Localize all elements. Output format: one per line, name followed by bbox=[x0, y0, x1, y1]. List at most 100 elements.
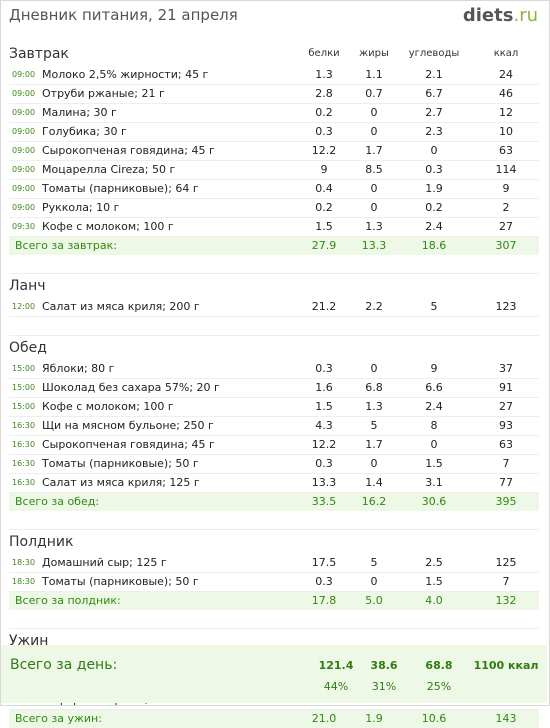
food-kcal: 93 bbox=[473, 417, 539, 436]
food-name: Моцарелла Cireza; 50 г bbox=[42, 161, 295, 180]
food-time: 12:00 bbox=[9, 298, 42, 317]
food-time: 09:00 bbox=[9, 66, 42, 85]
day-total-label: Всего за день: bbox=[10, 657, 117, 673]
food-protein: 13.3 bbox=[295, 474, 353, 493]
food-name: Салат из мяса криля; 125 г bbox=[42, 474, 295, 493]
col-header-empty bbox=[295, 530, 353, 555]
section-title: Обед bbox=[9, 336, 295, 361]
section-total-label: Всего за обед: bbox=[9, 493, 295, 512]
food-fat: 0 bbox=[353, 573, 395, 592]
total-protein: 27.9 bbox=[295, 237, 353, 256]
day-carbs: 68.8 bbox=[409, 659, 469, 672]
total-protein: 17.8 bbox=[295, 592, 353, 611]
day-kcal: 1100 ккал bbox=[471, 659, 541, 672]
gap-cell bbox=[9, 317, 539, 336]
food-protein: 0.3 bbox=[295, 123, 353, 142]
food-carbs: 3.1 bbox=[395, 474, 473, 493]
food-carbs: 0.2 bbox=[395, 199, 473, 218]
total-protein: 33.5 bbox=[295, 493, 353, 512]
food-kcal: 2 bbox=[473, 199, 539, 218]
food-name: Молоко 2,5% жирности; 45 г bbox=[42, 66, 295, 85]
food-fat: 0 bbox=[353, 180, 395, 199]
total-kcal: 143 bbox=[473, 710, 539, 728]
col-header-empty bbox=[395, 274, 473, 299]
food-kcal: 77 bbox=[473, 474, 539, 493]
gap-cell bbox=[9, 511, 539, 530]
food-carbs: 0 bbox=[395, 436, 473, 455]
site-logo[interactable]: diets.ru bbox=[463, 5, 538, 26]
food-protein: 1.5 bbox=[295, 398, 353, 417]
food-kcal: 46 bbox=[473, 85, 539, 104]
col-header-empty bbox=[353, 336, 395, 361]
section-header: Обед bbox=[9, 336, 539, 361]
food-time: 15:00 bbox=[9, 398, 42, 417]
total-protein: 21.0 bbox=[295, 710, 353, 728]
food-time: 09:00 bbox=[9, 199, 42, 218]
section-header: Полдник bbox=[9, 530, 539, 555]
food-fat: 1.3 bbox=[353, 398, 395, 417]
food-fat: 0 bbox=[353, 104, 395, 123]
day-fat: 38.6 bbox=[354, 659, 414, 672]
food-protein: 21.2 bbox=[295, 298, 353, 317]
food-time: 18:30 bbox=[9, 573, 42, 592]
day-fat-pct: 31% bbox=[354, 680, 414, 693]
food-fat: 5 bbox=[353, 554, 395, 573]
food-protein: 0.3 bbox=[295, 360, 353, 379]
food-carbs: 2.1 bbox=[395, 66, 473, 85]
food-name: Сырокопченая говядина; 45 г bbox=[42, 436, 295, 455]
col-header-fat: жиры bbox=[353, 42, 395, 66]
total-fat: 16.2 bbox=[353, 493, 395, 512]
food-protein: 0.2 bbox=[295, 104, 353, 123]
food-kcal: 7 bbox=[473, 455, 539, 474]
food-kcal: 123 bbox=[473, 298, 539, 317]
food-carbs: 0 bbox=[395, 142, 473, 161]
food-name: Томаты (парниковые); 50 г bbox=[42, 573, 295, 592]
col-header-empty bbox=[473, 336, 539, 361]
food-name: Шоколад без сахара 57%; 20 г bbox=[42, 379, 295, 398]
total-fat: 13.3 bbox=[353, 237, 395, 256]
food-name: Томаты (парниковые); 50 г bbox=[42, 455, 295, 474]
section-total-label: Всего за полдник: bbox=[9, 592, 295, 611]
food-time: 16:30 bbox=[9, 436, 42, 455]
food-protein: 1.5 bbox=[295, 218, 353, 237]
food-fat: 6.8 bbox=[353, 379, 395, 398]
section-gap bbox=[9, 610, 539, 629]
food-kcal: 37 bbox=[473, 360, 539, 379]
total-carbs: 30.6 bbox=[395, 493, 473, 512]
food-protein: 4.3 bbox=[295, 417, 353, 436]
section-total-label: Всего за завтрак: bbox=[9, 237, 295, 256]
food-carbs: 1.9 bbox=[395, 180, 473, 199]
food-carbs: 6.7 bbox=[395, 85, 473, 104]
food-name: Салат из мяса криля; 200 г bbox=[42, 298, 295, 317]
food-name: Малина; 30 г bbox=[42, 104, 295, 123]
col-header-empty bbox=[473, 530, 539, 555]
food-carbs: 1.5 bbox=[395, 573, 473, 592]
food-kcal: 12 bbox=[473, 104, 539, 123]
food-kcal: 9 bbox=[473, 180, 539, 199]
logo-name: diets bbox=[463, 5, 514, 26]
food-carbs: 8 bbox=[395, 417, 473, 436]
total-kcal: 307 bbox=[473, 237, 539, 256]
food-protein: 0.4 bbox=[295, 180, 353, 199]
